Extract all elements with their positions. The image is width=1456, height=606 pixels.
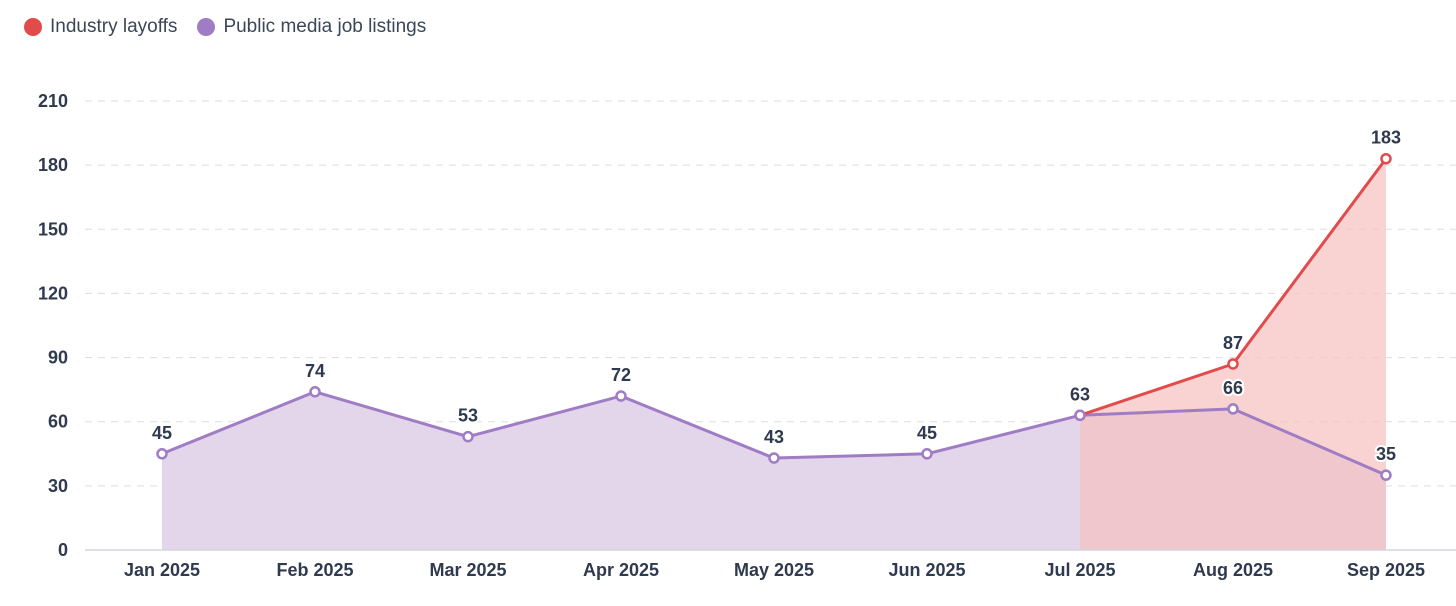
data-label-public-media-job-listings-6: 63 [1070,384,1090,404]
point-public-media-job-listings-7[interactable] [1227,403,1239,415]
point-public-media-job-listings-2[interactable] [462,430,474,443]
y-tick-label: 150 [38,219,68,239]
point-public-media-job-listings-6[interactable] [1074,409,1086,422]
data-labels: 87 183 45 74 53 72 43 45 63 66 35 [150,126,1403,466]
y-tick-label: 180 [38,155,68,175]
point-public-media-job-listings-3[interactable] [615,390,627,402]
data-label-public-media-job-listings-2: 53 [458,406,478,426]
x-tick-label: Feb 2025 [276,560,353,580]
axes: 0 30 60 90 120 150 180 210 Jan 2025 Feb 2025 Mar 2… [38,91,1456,580]
x-tick-label: Mar 2025 [429,560,506,580]
data-label-public-media-job-listings-0: 45 [152,423,172,443]
x-tick-label: Jun 2025 [888,560,965,580]
data-points [156,152,1392,481]
x-tick-label: May 2025 [734,560,814,580]
data-label-public-media-job-listings-8: 35 [1376,444,1396,464]
legend-label-public-media-job-listings: Public media job listings [223,16,427,37]
y-tick-label: 60 [48,412,68,432]
area-industry-layoffs [1080,158,1386,550]
y-tick-label: 0 [58,540,68,560]
x-tick-label: Sep 2025 [1347,560,1425,580]
data-label-industry-layoffs-7: 87 [1223,333,1243,353]
point-public-media-job-listings-0[interactable] [156,448,168,460]
point-public-media-job-listings-4[interactable] [768,452,780,464]
y-tick-label: 210 [38,91,68,111]
x-tick-label: Aug 2025 [1193,560,1273,580]
point-industry-layoffs-8[interactable] [1380,152,1392,165]
legend-swatch-industry-layoffs [24,18,42,36]
y-tick-label: 120 [38,283,68,303]
data-label-industry-layoffs-8: 183 [1371,128,1401,148]
x-tick-label: Apr 2025 [583,560,659,580]
area-fills [162,158,1386,550]
y-tick-label: 90 [48,348,68,368]
data-label-public-media-job-listings-1: 74 [305,361,325,381]
legend-item-public-media-job-listings[interactable]: Public media job listings [197,16,426,38]
legend-item-industry-layoffs[interactable]: Industry layoffs [24,16,177,38]
x-tick-label: Jul 2025 [1044,560,1115,580]
x-tick-label: Jan 2025 [124,560,200,580]
point-public-media-job-listings-8[interactable] [1380,469,1392,481]
point-public-media-job-listings-5[interactable] [921,448,933,460]
data-label-public-media-job-listings-7: 66 [1223,378,1243,398]
data-label-public-media-job-listings-5: 45 [917,423,937,443]
data-label-public-media-job-listings-3: 72 [611,365,631,385]
data-label-public-media-job-listings-4: 43 [764,427,784,447]
legend-label-industry-layoffs: Industry layoffs [50,16,178,37]
point-industry-layoffs-7[interactable] [1227,358,1239,370]
legend-swatch-public-media-job-listings [197,18,216,36]
point-public-media-job-listings-1[interactable] [309,386,321,398]
legend: Industry layoffs Public media job listin… [24,16,426,38]
y-tick-label: 30 [48,476,68,496]
